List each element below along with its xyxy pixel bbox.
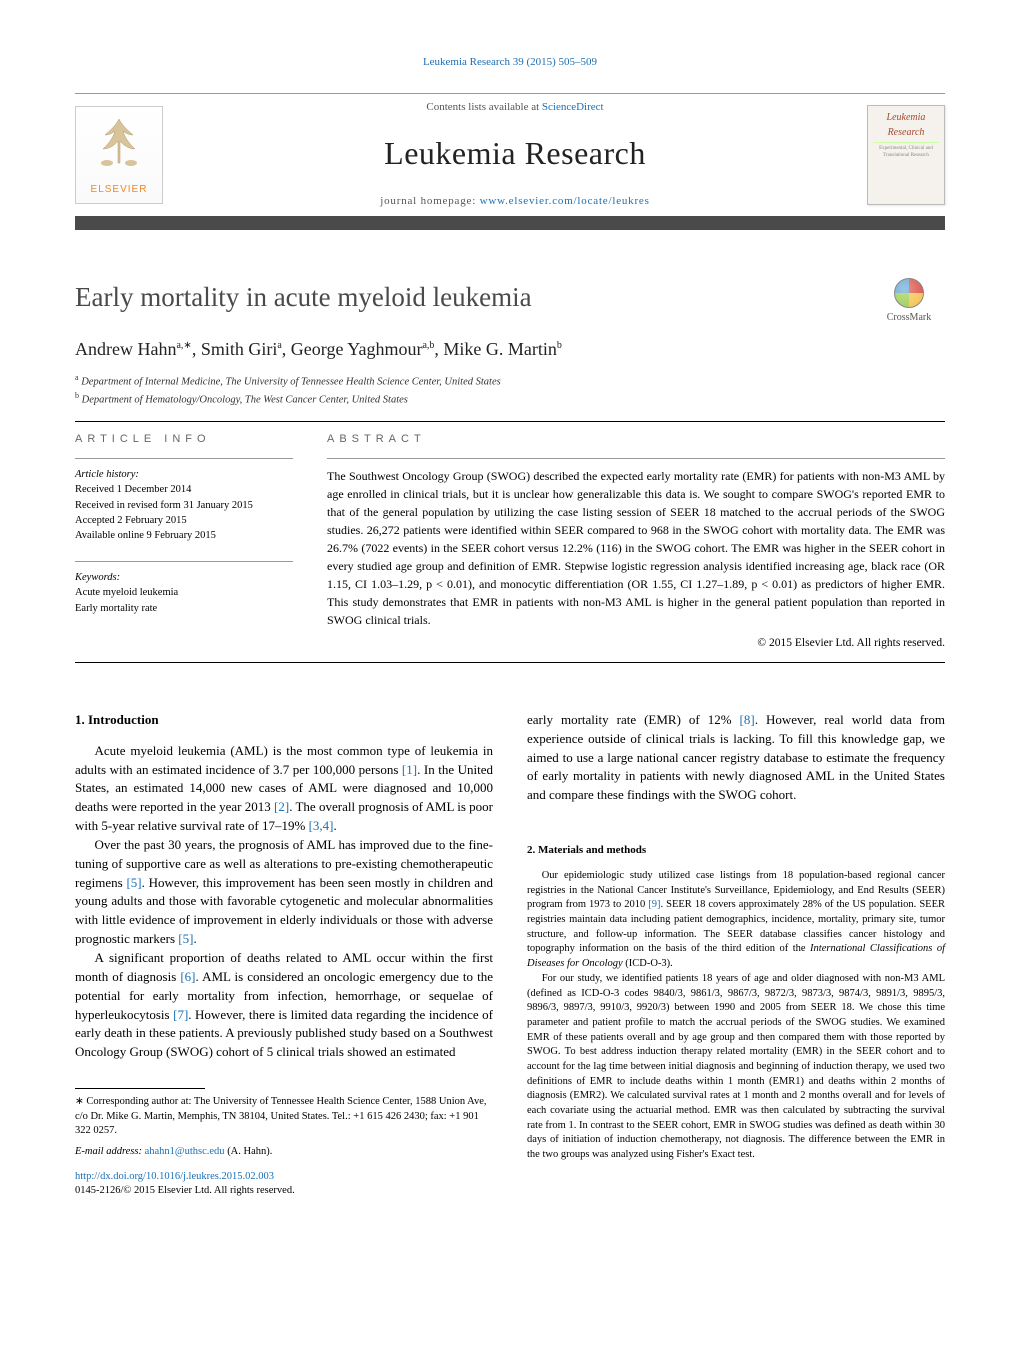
corr-text: ∗ Corresponding author at: The Universit… — [75, 1096, 487, 1136]
s1-p3: A significant proportion of deaths relat… — [75, 949, 493, 1062]
section-1-heading: 1. Introduction — [75, 711, 493, 730]
crossmark-icon — [894, 278, 924, 308]
abstract-heading: abstract — [327, 422, 945, 458]
issn-line: 0145-2126/© 2015 Elsevier Ltd. All right… — [75, 1185, 295, 1196]
running-head-link[interactable]: Leukemia Research 39 (2015) 505–509 — [423, 56, 597, 68]
doi-block: http://dx.doi.org/10.1016/j.leukres.2015… — [75, 1170, 493, 1199]
contents-line: Contents lists available at ScienceDirec… — [181, 100, 849, 116]
corr-email-link[interactable]: ahahn1@uthsc.edu — [145, 1146, 225, 1157]
masthead-bar — [75, 216, 945, 230]
email-who: (A. Hahn). — [225, 1146, 273, 1157]
keywords-label: Keywords: — [75, 570, 293, 585]
journal-cover-thumbnail[interactable]: Leukemia Research Experimental, Clinical… — [867, 105, 945, 205]
rule-info-top — [75, 458, 293, 459]
crossmark-badge[interactable]: CrossMark — [873, 278, 945, 326]
body-column-right: early mortality rate (EMR) of 12% [8]. H… — [527, 711, 945, 1199]
contents-prefix: Contents lists available at — [426, 101, 541, 113]
publisher-logo[interactable]: ELSEVIER — [75, 106, 163, 204]
affiliations: a Department of Internal Medicine, The U… — [75, 372, 945, 407]
journal-name: Leukemia Research — [181, 130, 849, 176]
s1-p2: Over the past 30 years, the prognosis of… — [75, 836, 493, 949]
doi-link[interactable]: http://dx.doi.org/10.1016/j.leukres.2015… — [75, 1171, 274, 1182]
cover-title: Leukemia Research — [873, 111, 939, 143]
rule-below-abstract — [75, 662, 945, 663]
corresponding-footnote: ∗ Corresponding author at: The Universit… — [75, 1095, 493, 1139]
section-2-heading: 2. Materials and methods — [527, 843, 945, 859]
rule-keywords-top — [75, 561, 293, 562]
sciencedirect-link[interactable]: ScienceDirect — [542, 101, 604, 113]
article-info-heading: article info — [75, 422, 293, 458]
crossmark-label: CrossMark — [887, 311, 931, 326]
journal-masthead: ELSEVIER Contents lists available at Sci… — [75, 93, 945, 217]
homepage-line: journal homepage: www.elsevier.com/locat… — [181, 194, 849, 210]
s2-p2: For our study, we identified patients 18… — [527, 972, 945, 1163]
publisher-name: ELSEVIER — [91, 183, 148, 198]
history-label: Article history: — [75, 467, 293, 482]
s2-p1: Our epidemiologic study utilized case li… — [527, 869, 945, 972]
abstract-text: The Southwest Oncology Group (SWOG) desc… — [327, 467, 945, 629]
homepage-prefix: journal homepage: — [380, 195, 479, 207]
authors: Andrew Hahna,∗, Smith Giria, George Yagh… — [75, 336, 945, 362]
footnote-separator — [75, 1088, 205, 1089]
rule-abstract-top — [327, 458, 945, 459]
article-title: Early mortality in acute myeloid leukemi… — [75, 278, 855, 317]
keywords-lines: Acute myeloid leukemiaEarly mortality ra… — [75, 585, 293, 615]
abstract-copyright: © 2015 Elsevier Ltd. All rights reserved… — [327, 635, 945, 652]
s1-p3-cont: early mortality rate (EMR) of 12% [8]. H… — [527, 711, 945, 805]
journal-homepage-link[interactable]: www.elsevier.com/locate/leukres — [480, 195, 650, 207]
email-label: E-mail address: — [75, 1146, 145, 1157]
cover-sub: Experimental, Clinical and Translational… — [873, 145, 939, 160]
email-footnote: E-mail address: ahahn1@uthsc.edu (A. Hah… — [75, 1145, 493, 1160]
running-head: Leukemia Research 39 (2015) 505–509 — [75, 55, 945, 71]
body-column-left: 1. Introduction Acute myeloid leukemia (… — [75, 711, 493, 1199]
elsevier-tree-icon — [91, 115, 147, 171]
s1-p1: Acute myeloid leukemia (AML) is the most… — [75, 742, 493, 836]
history-lines: Received 1 December 2014Received in revi… — [75, 482, 293, 543]
